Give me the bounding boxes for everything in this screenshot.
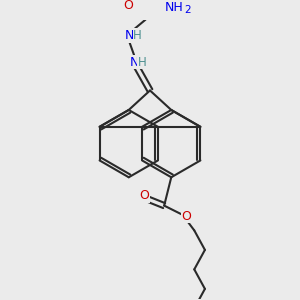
- Text: N: N: [125, 29, 134, 42]
- Text: O: O: [182, 210, 191, 223]
- Text: 2: 2: [184, 5, 191, 15]
- Text: NH: NH: [164, 1, 183, 14]
- Text: O: O: [123, 0, 133, 12]
- Text: H: H: [138, 56, 146, 69]
- Text: O: O: [140, 189, 150, 203]
- Text: H: H: [133, 29, 142, 42]
- Text: N: N: [129, 56, 139, 69]
